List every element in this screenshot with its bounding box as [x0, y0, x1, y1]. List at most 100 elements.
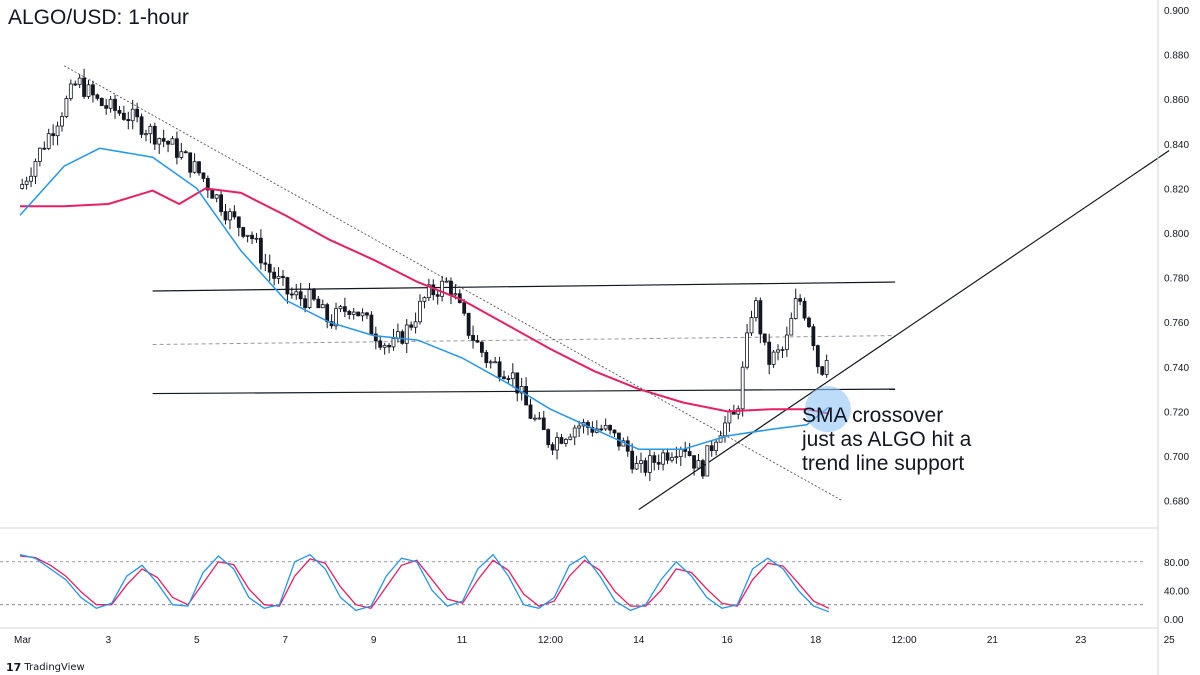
- candle-body: [670, 457, 674, 461]
- candle-body: [665, 452, 670, 461]
- candle-body: [382, 344, 387, 348]
- candle-body: [99, 97, 104, 107]
- candle-body: [824, 360, 829, 375]
- candle-body: [294, 291, 299, 296]
- candle-body: [205, 178, 210, 191]
- time-tick-label: Mar: [14, 635, 32, 646]
- candle-body: [453, 293, 458, 296]
- candlestick-series: [20, 68, 829, 482]
- candle-body: [334, 308, 338, 327]
- candle-body: [780, 349, 785, 351]
- candle-body: [325, 304, 330, 323]
- candle-body: [599, 428, 604, 431]
- candle-body: [404, 324, 409, 344]
- candle-body: [267, 263, 272, 273]
- time-tick-label: 5: [194, 635, 200, 646]
- candle-body: [298, 291, 303, 300]
- candle-body: [745, 332, 749, 368]
- candle-body: [550, 444, 555, 451]
- candle-body: [82, 77, 86, 97]
- candle-body: [68, 83, 73, 99]
- candle-body: [484, 351, 489, 364]
- price-tick-label: 0.680: [1164, 497, 1189, 508]
- candle-body: [444, 280, 449, 283]
- candle-body: [197, 161, 201, 174]
- candle-body: [440, 280, 445, 297]
- candle-body: [639, 460, 643, 464]
- candle-body: [152, 125, 157, 145]
- oscillator-axis: 80.00 40.00 0.00: [1164, 558, 1189, 626]
- candle-body: [700, 460, 705, 477]
- candle-body: [144, 133, 148, 136]
- candle-body: [219, 194, 224, 212]
- candle-body: [86, 84, 91, 97]
- candle-body: [789, 318, 794, 336]
- candle-body: [245, 234, 250, 237]
- candle-body: [214, 194, 219, 199]
- candle-body: [762, 333, 767, 343]
- candle-body: [714, 441, 719, 452]
- price-tick-label: 0.880: [1164, 51, 1189, 62]
- candle-body: [170, 138, 175, 145]
- candle-body: [568, 436, 573, 440]
- candle-body: [488, 361, 493, 364]
- candle-body: [608, 425, 612, 431]
- candle-body: [630, 450, 635, 470]
- candle-body: [422, 297, 427, 302]
- crossover-highlight: [804, 386, 851, 433]
- candle-body: [767, 341, 772, 365]
- candle-body: [696, 460, 701, 469]
- candle-body: [802, 300, 807, 319]
- candle-body: [807, 317, 811, 328]
- price-axis: 0.900 0.880 0.860 0.840 0.820 0.800 0.780 0.760…: [1164, 6, 1189, 508]
- oscillator-tick-label: 40.00: [1164, 586, 1189, 597]
- time-tick-label: 25: [1164, 635, 1176, 646]
- candle-body: [418, 300, 422, 323]
- time-tick-label: 11: [457, 635, 468, 646]
- candle-body: [652, 455, 657, 463]
- oscillator-tick-label: 80.00: [1164, 558, 1189, 569]
- time-tick-label: 23: [1075, 635, 1087, 646]
- candle-body: [754, 300, 758, 318]
- candle-body: [590, 426, 595, 433]
- candle-body: [161, 138, 166, 142]
- candle-body: [387, 344, 391, 348]
- candle-body: [541, 417, 546, 431]
- annotation-text: SMA crossover just as ALGO hit a trend l…: [802, 404, 971, 476]
- candle-body: [250, 234, 254, 240]
- candle-body: [519, 386, 524, 394]
- candle-body: [33, 160, 38, 177]
- candle-body: [771, 351, 776, 365]
- candle-body: [731, 411, 736, 415]
- annotation-line-3: trend line support: [802, 452, 965, 475]
- candle-body: [413, 321, 418, 328]
- candle-body: [784, 334, 789, 350]
- chart-title: ALGO/USD: 1-hour: [8, 6, 189, 29]
- candle-body: [466, 312, 471, 336]
- candle-body: [537, 417, 542, 420]
- candle-body: [254, 237, 259, 240]
- oscillator-tick-label: 0.00: [1164, 615, 1184, 626]
- candle-body: [656, 462, 661, 465]
- time-tick-label: 16: [722, 635, 734, 646]
- candle-body: [409, 324, 414, 328]
- candle-body: [674, 456, 679, 459]
- candle-body: [316, 298, 321, 309]
- candle-body: [603, 425, 608, 430]
- candle-body: [139, 116, 144, 135]
- candle-body: [258, 237, 263, 264]
- stochastic-k-line: [19, 553, 830, 613]
- candle-body: [528, 404, 533, 419]
- candle-body: [391, 338, 396, 348]
- branding[interactable]: 17 TradingView: [6, 661, 85, 674]
- candle-body: [625, 440, 630, 452]
- time-tick-label: 12:00: [891, 635, 916, 646]
- candle-body: [546, 429, 551, 446]
- candle-body: [77, 77, 82, 85]
- price-tick-label: 0.720: [1164, 407, 1189, 418]
- time-tick-label: 9: [371, 635, 377, 646]
- candle-body: [351, 311, 356, 315]
- candle-body: [815, 345, 820, 368]
- candle-body: [661, 452, 666, 465]
- candle-body: [64, 98, 69, 117]
